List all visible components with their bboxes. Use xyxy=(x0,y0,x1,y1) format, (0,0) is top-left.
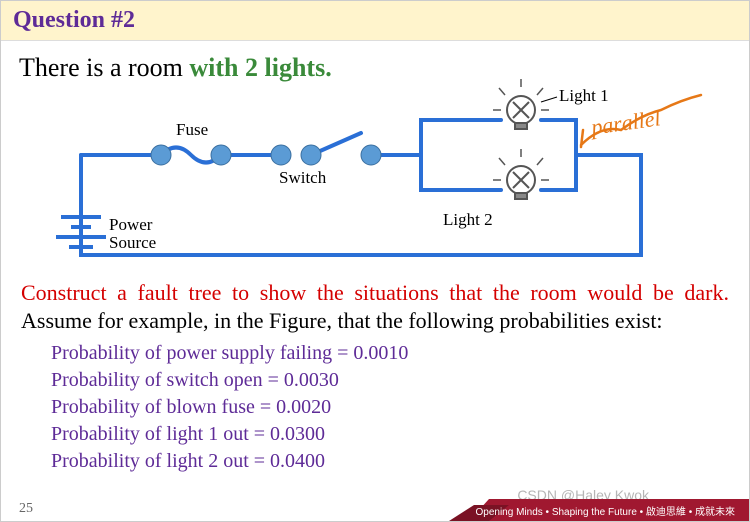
circuit-diagram: Fuse Switch Power Source Light 1 Light 2… xyxy=(1,85,749,275)
probability-list: Probability of power supply failing = 0.… xyxy=(1,334,749,475)
label-light2: Light 2 xyxy=(443,210,493,229)
body-paragraph: Construct a fault tree to show the situa… xyxy=(1,275,749,334)
footer-text: Opening Minds • Shaping the Future • 啟迪思… xyxy=(476,503,736,518)
label-fuse: Fuse xyxy=(176,120,208,139)
prob-item: Probability of light 2 out = 0.0400 xyxy=(51,448,729,475)
page-number: 25 xyxy=(19,501,33,517)
label-switch: Switch xyxy=(279,168,327,187)
label-power-1: Power xyxy=(109,215,153,234)
prob-item: Probability of blown fuse = 0.0020 xyxy=(51,394,729,421)
body-black: Assume for example, in the Figure, that … xyxy=(21,308,663,333)
question-title: Question #2 xyxy=(13,7,135,33)
title-bar: Question #2 xyxy=(1,1,749,41)
label-power-2: Source xyxy=(109,233,156,252)
prob-item: Probability of power supply failing = 0.… xyxy=(51,340,729,367)
label-light1: Light 1 xyxy=(559,86,609,105)
prob-item: Probability of switch open = 0.0030 xyxy=(51,367,729,394)
body-red: Construct a fault tree to show the situa… xyxy=(21,280,729,305)
prob-item: Probability of light 1 out = 0.0300 xyxy=(51,421,729,448)
